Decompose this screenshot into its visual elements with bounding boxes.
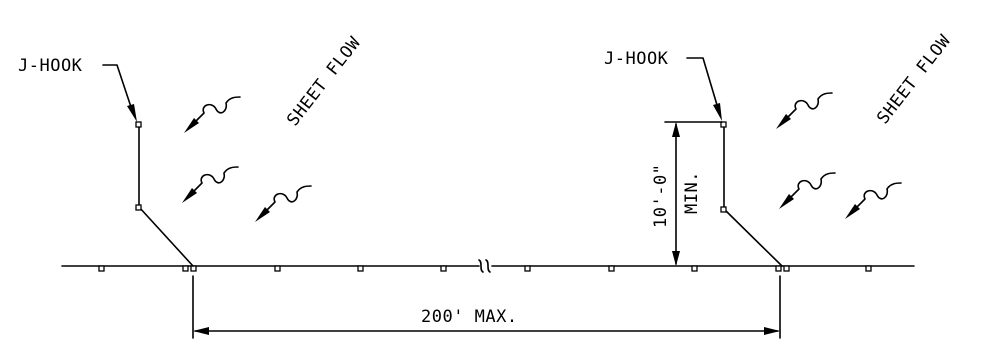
fence-post [274, 265, 281, 272]
sheet-flow-arrow-icon [183, 96, 241, 134]
fence-post [608, 265, 615, 272]
fence-post [440, 265, 447, 272]
fence-post [691, 265, 698, 272]
dimension-max-spacing [192, 275, 781, 339]
j-hook-right [720, 121, 783, 267]
dimension-min-spacing [664, 121, 723, 266]
j-hook-leader-left [102, 64, 137, 122]
dimension-min-suffix: MIN. [682, 171, 702, 214]
j-hook-label-right: J-HOOK [604, 49, 669, 69]
j-hook-post [720, 206, 727, 213]
j-hook-left [135, 121, 194, 267]
sheet-flow-arrow-icon [844, 182, 902, 220]
fence-post [357, 265, 364, 272]
fence-posts [98, 265, 872, 272]
sheet-flow-arrow-icon [254, 185, 312, 223]
break-line-icon [478, 259, 491, 273]
j-hook-leader-right [686, 57, 722, 121]
fence-post [524, 265, 531, 272]
fence-post [98, 265, 105, 272]
sheet-flow-arrow-icon [775, 92, 833, 130]
fence-post [783, 265, 790, 272]
dimension-max-label: 200' MAX. [421, 307, 518, 327]
sheet-flow-label-right: SHEET FLOW [873, 31, 955, 128]
sheet-flow-label-left: SHEET FLOW [283, 33, 365, 130]
fence-post [182, 265, 189, 272]
fence-post [190, 265, 197, 272]
sheet-flow-arrow-icon [778, 172, 836, 210]
j-hook-post [720, 121, 727, 128]
sheet-flow-arrow-icon [181, 166, 239, 204]
j-hook-label-left: J-HOOK [18, 56, 83, 76]
j-hook-post [135, 204, 142, 211]
fence-post [775, 265, 782, 272]
j-hook-post [135, 121, 142, 128]
fence-post [865, 265, 872, 272]
dimension-min-value: 10'-0" [651, 164, 671, 228]
